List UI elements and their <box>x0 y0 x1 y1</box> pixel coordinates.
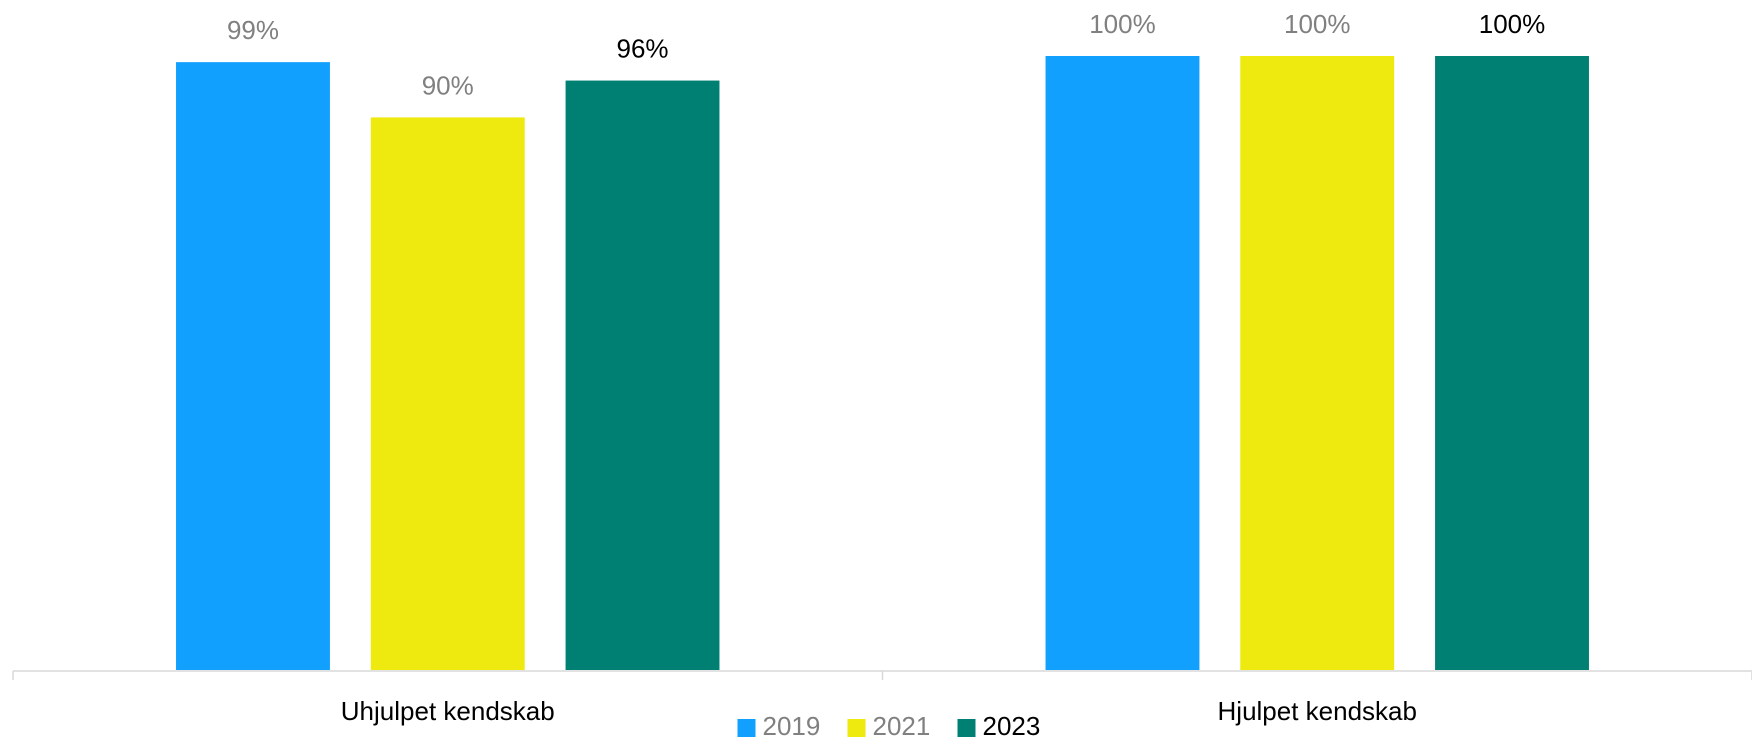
bar <box>176 62 330 670</box>
data-label: 100% <box>1284 9 1351 39</box>
legend-swatch <box>737 719 756 737</box>
data-label: 96% <box>616 33 668 63</box>
bar <box>565 80 720 670</box>
bar <box>1435 56 1589 670</box>
x-tick-label: Uhjulpet kendskab <box>341 696 555 726</box>
data-label: 100% <box>1479 9 1546 39</box>
data-label: 90% <box>422 70 474 100</box>
bar <box>370 117 525 670</box>
legend-label: 2021 <box>873 711 931 740</box>
legend-label: 2019 <box>763 711 821 740</box>
bar <box>1045 56 1200 670</box>
bar <box>1240 56 1395 670</box>
legend-label: 2023 <box>983 711 1041 740</box>
legend-swatch <box>957 719 976 737</box>
legend-swatch <box>847 719 866 737</box>
data-label: 99% <box>227 15 279 45</box>
data-label: 100% <box>1089 9 1156 39</box>
x-tick-label: Hjulpet kendskab <box>1218 696 1417 726</box>
